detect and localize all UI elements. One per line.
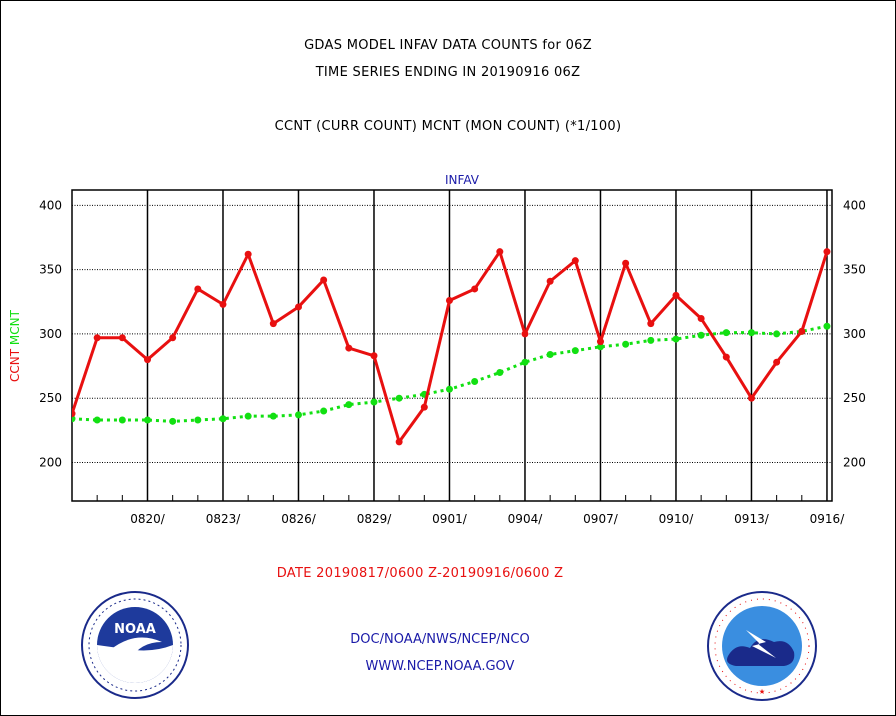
x-tick-label: 0829/ <box>357 512 393 526</box>
y-axis-label: CCNT MCNT <box>8 309 22 382</box>
mcnt-point <box>143 416 151 424</box>
chart-legend-description: CCNT (CURR COUNT) MCNT (MON COUNT) (*1/1… <box>274 119 622 134</box>
x-tick-label: 0901/ <box>432 512 468 526</box>
mcnt-point <box>118 416 126 424</box>
ccnt-point <box>445 297 453 305</box>
x-tick-label: 0820/ <box>130 512 166 526</box>
ccnt-point <box>773 358 781 366</box>
y-tick-label-left: 350 <box>39 263 62 277</box>
ccnt-point <box>647 320 655 328</box>
y-tick-label-left: 300 <box>39 327 62 341</box>
mcnt-point <box>294 411 302 419</box>
ccnt-point <box>571 257 579 265</box>
mcnt-point <box>722 329 730 337</box>
mcnt-point <box>345 401 353 409</box>
mcnt-point <box>647 336 655 344</box>
y-tick-label-left: 250 <box>39 391 62 405</box>
mcnt-point <box>773 330 781 338</box>
mcnt-point <box>370 398 378 406</box>
mcnt-point <box>546 350 554 358</box>
ccnt-point <box>370 352 378 360</box>
mcnt-point <box>496 368 504 376</box>
ccnt-point <box>395 438 403 446</box>
ccnt-point <box>143 356 151 364</box>
ccnt-point <box>672 291 680 299</box>
x-tick-label: 0916/ <box>810 512 846 526</box>
mcnt-point <box>596 343 604 351</box>
x-tick-label: 0910/ <box>659 512 695 526</box>
ccnt-point <box>596 338 604 346</box>
ccnt-point <box>546 277 554 285</box>
website-link[interactable]: WWW.NCEP.NOAA.GOV <box>365 659 515 674</box>
ccnt-point <box>294 303 302 311</box>
mcnt-point <box>93 416 101 424</box>
ccnt-point <box>622 259 630 267</box>
mcnt-point <box>445 385 453 393</box>
y-tick-label-right: 250 <box>843 391 866 405</box>
mcnt-point <box>697 331 705 339</box>
mcnt-point <box>194 416 202 424</box>
noaa-logo: NOAA <box>81 591 189 699</box>
ccnt-point <box>93 334 101 342</box>
ccnt-point <box>697 315 705 323</box>
ccnt-point <box>420 403 428 411</box>
ccnt-point <box>823 248 831 256</box>
nws-star-icon: ★ <box>759 686 765 697</box>
y-tick-label-left: 200 <box>39 455 62 469</box>
y-label-mcnt: MCNT <box>8 309 22 345</box>
mcnt-point <box>169 417 177 425</box>
x-tick-label: 0823/ <box>206 512 242 526</box>
chart-title-line-1: GDAS MODEL INFAV DATA COUNTS for 06Z <box>304 38 592 53</box>
ccnt-point <box>219 300 227 308</box>
ccnt-point <box>345 344 353 352</box>
mcnt-point <box>72 415 76 423</box>
x-tick-label: 0913/ <box>734 512 770 526</box>
ccnt-point <box>521 330 529 338</box>
ccnt-point <box>244 250 252 258</box>
org-path-text: DOC/NOAA/NWS/NCEP/NCO <box>350 632 530 647</box>
ccnt-point <box>72 410 76 418</box>
date-range-label: DATE 20190817/0600 Z-20190916/0600 Z <box>276 566 564 581</box>
mcnt-point <box>244 412 252 420</box>
ccnt-point <box>320 276 328 284</box>
ccnt-point <box>798 327 806 335</box>
ccnt-point <box>722 353 730 361</box>
x-tick-label: 0904/ <box>508 512 544 526</box>
ccnt-point <box>194 285 202 293</box>
ccnt-point <box>471 285 479 293</box>
y-tick-label-right: 200 <box>843 455 866 469</box>
y-tick-label-right: 300 <box>843 327 866 341</box>
mcnt-point <box>320 407 328 415</box>
ccnt-point <box>496 248 504 256</box>
ccnt-point <box>118 334 126 342</box>
y-label-ccnt: CCNT <box>8 345 22 382</box>
plot-area <box>71 189 833 502</box>
x-tick-label: 0826/ <box>281 512 317 526</box>
mcnt-point <box>219 415 227 423</box>
ccnt-point <box>747 394 755 402</box>
plot-title: INFAV <box>445 173 480 187</box>
mcnt-point <box>747 329 755 337</box>
y-tick-label-right: 400 <box>843 198 866 212</box>
mcnt-point <box>471 377 479 385</box>
mcnt-point <box>395 394 403 402</box>
mcnt-point <box>672 335 680 343</box>
nws-logo: ★ <box>707 591 817 701</box>
ccnt-point <box>269 320 277 328</box>
chart-title-line-2: TIME SERIES ENDING IN 20190916 06Z <box>315 65 581 80</box>
x-tick-label: 0907/ <box>583 512 619 526</box>
y-tick-label-left: 400 <box>39 198 62 212</box>
mcnt-point <box>823 322 831 330</box>
noaa-logo-text: NOAA <box>114 622 156 637</box>
mcnt-point <box>521 358 529 366</box>
mcnt-point <box>571 347 579 355</box>
y-tick-label-right: 350 <box>843 263 866 277</box>
mcnt-point <box>269 412 277 420</box>
ccnt-point <box>169 334 177 342</box>
mcnt-point <box>622 340 630 348</box>
